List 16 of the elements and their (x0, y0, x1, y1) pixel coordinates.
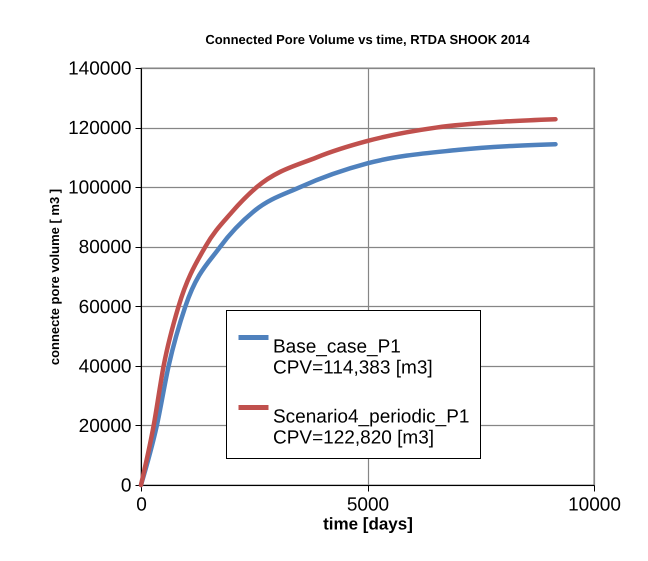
chart-title: Connected Pore Volume vs time, RTDA SHOOK 2014 (205, 32, 530, 47)
y-tick-label: 100000 (68, 178, 132, 199)
y-tick-label: 120000 (68, 118, 132, 140)
y-tick-label: 80000 (78, 237, 132, 258)
y-tick-label: 40000 (78, 356, 132, 378)
legend-label: Scenario4_periodic_P1 CPV=122,820 [m3] (273, 406, 470, 448)
x-tick-label: 0 (136, 494, 147, 516)
y-axis-title: connecte pore volume [ m3 ] (47, 188, 62, 366)
y-tick-label: 140000 (68, 58, 132, 80)
y-tick-label: 60000 (78, 296, 132, 318)
legend-label: Base_case_P1 CPV=114,383 [m3] (273, 336, 433, 378)
y-tick-label: 0 (120, 476, 132, 496)
x-tick-label: 5000 (346, 494, 390, 516)
x-tick-label: 10000 (568, 494, 621, 516)
y-tick-label: 20000 (78, 416, 132, 437)
x-axis-title: time [days] (323, 514, 413, 534)
